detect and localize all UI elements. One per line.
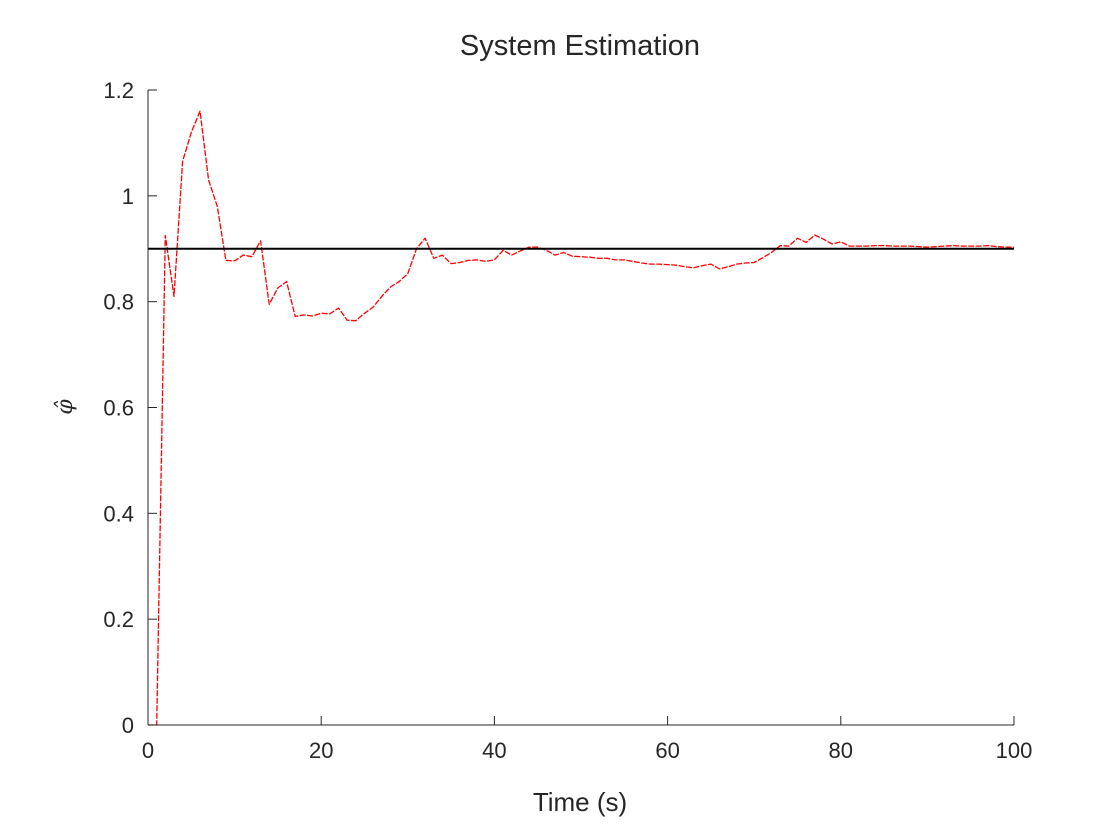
x-tick-label-3: 60 bbox=[655, 738, 679, 763]
x-tick-label-1: 20 bbox=[309, 738, 333, 763]
plot-area bbox=[148, 110, 1014, 726]
chart-title: System Estimation bbox=[460, 30, 700, 62]
y-axis-label: φ̂ bbox=[53, 399, 78, 415]
y-tick-label-0: 0 bbox=[122, 713, 134, 738]
y-tick-label-4: 0.8 bbox=[103, 290, 134, 315]
x-tick-label-2: 40 bbox=[482, 738, 506, 763]
x-tick-label-0: 0 bbox=[142, 738, 154, 763]
x-tick-label-5: 100 bbox=[996, 738, 1033, 763]
series-line-1 bbox=[148, 110, 1014, 726]
axes: 0 20 40 60 80 100 0 0.2 0.4 0.6 0.8 1 1.2 bbox=[103, 78, 1032, 763]
x-tick-label-4: 80 bbox=[829, 738, 853, 763]
y-tick-label-5: 1 bbox=[122, 184, 134, 209]
y-tick-label-1: 0.2 bbox=[103, 607, 134, 632]
y-tick-label-3: 0.6 bbox=[103, 396, 134, 421]
x-axis-label: Time (s) bbox=[533, 787, 627, 817]
y-tick-label-2: 0.4 bbox=[103, 501, 134, 526]
y-tick-label-6: 1.2 bbox=[103, 78, 134, 103]
